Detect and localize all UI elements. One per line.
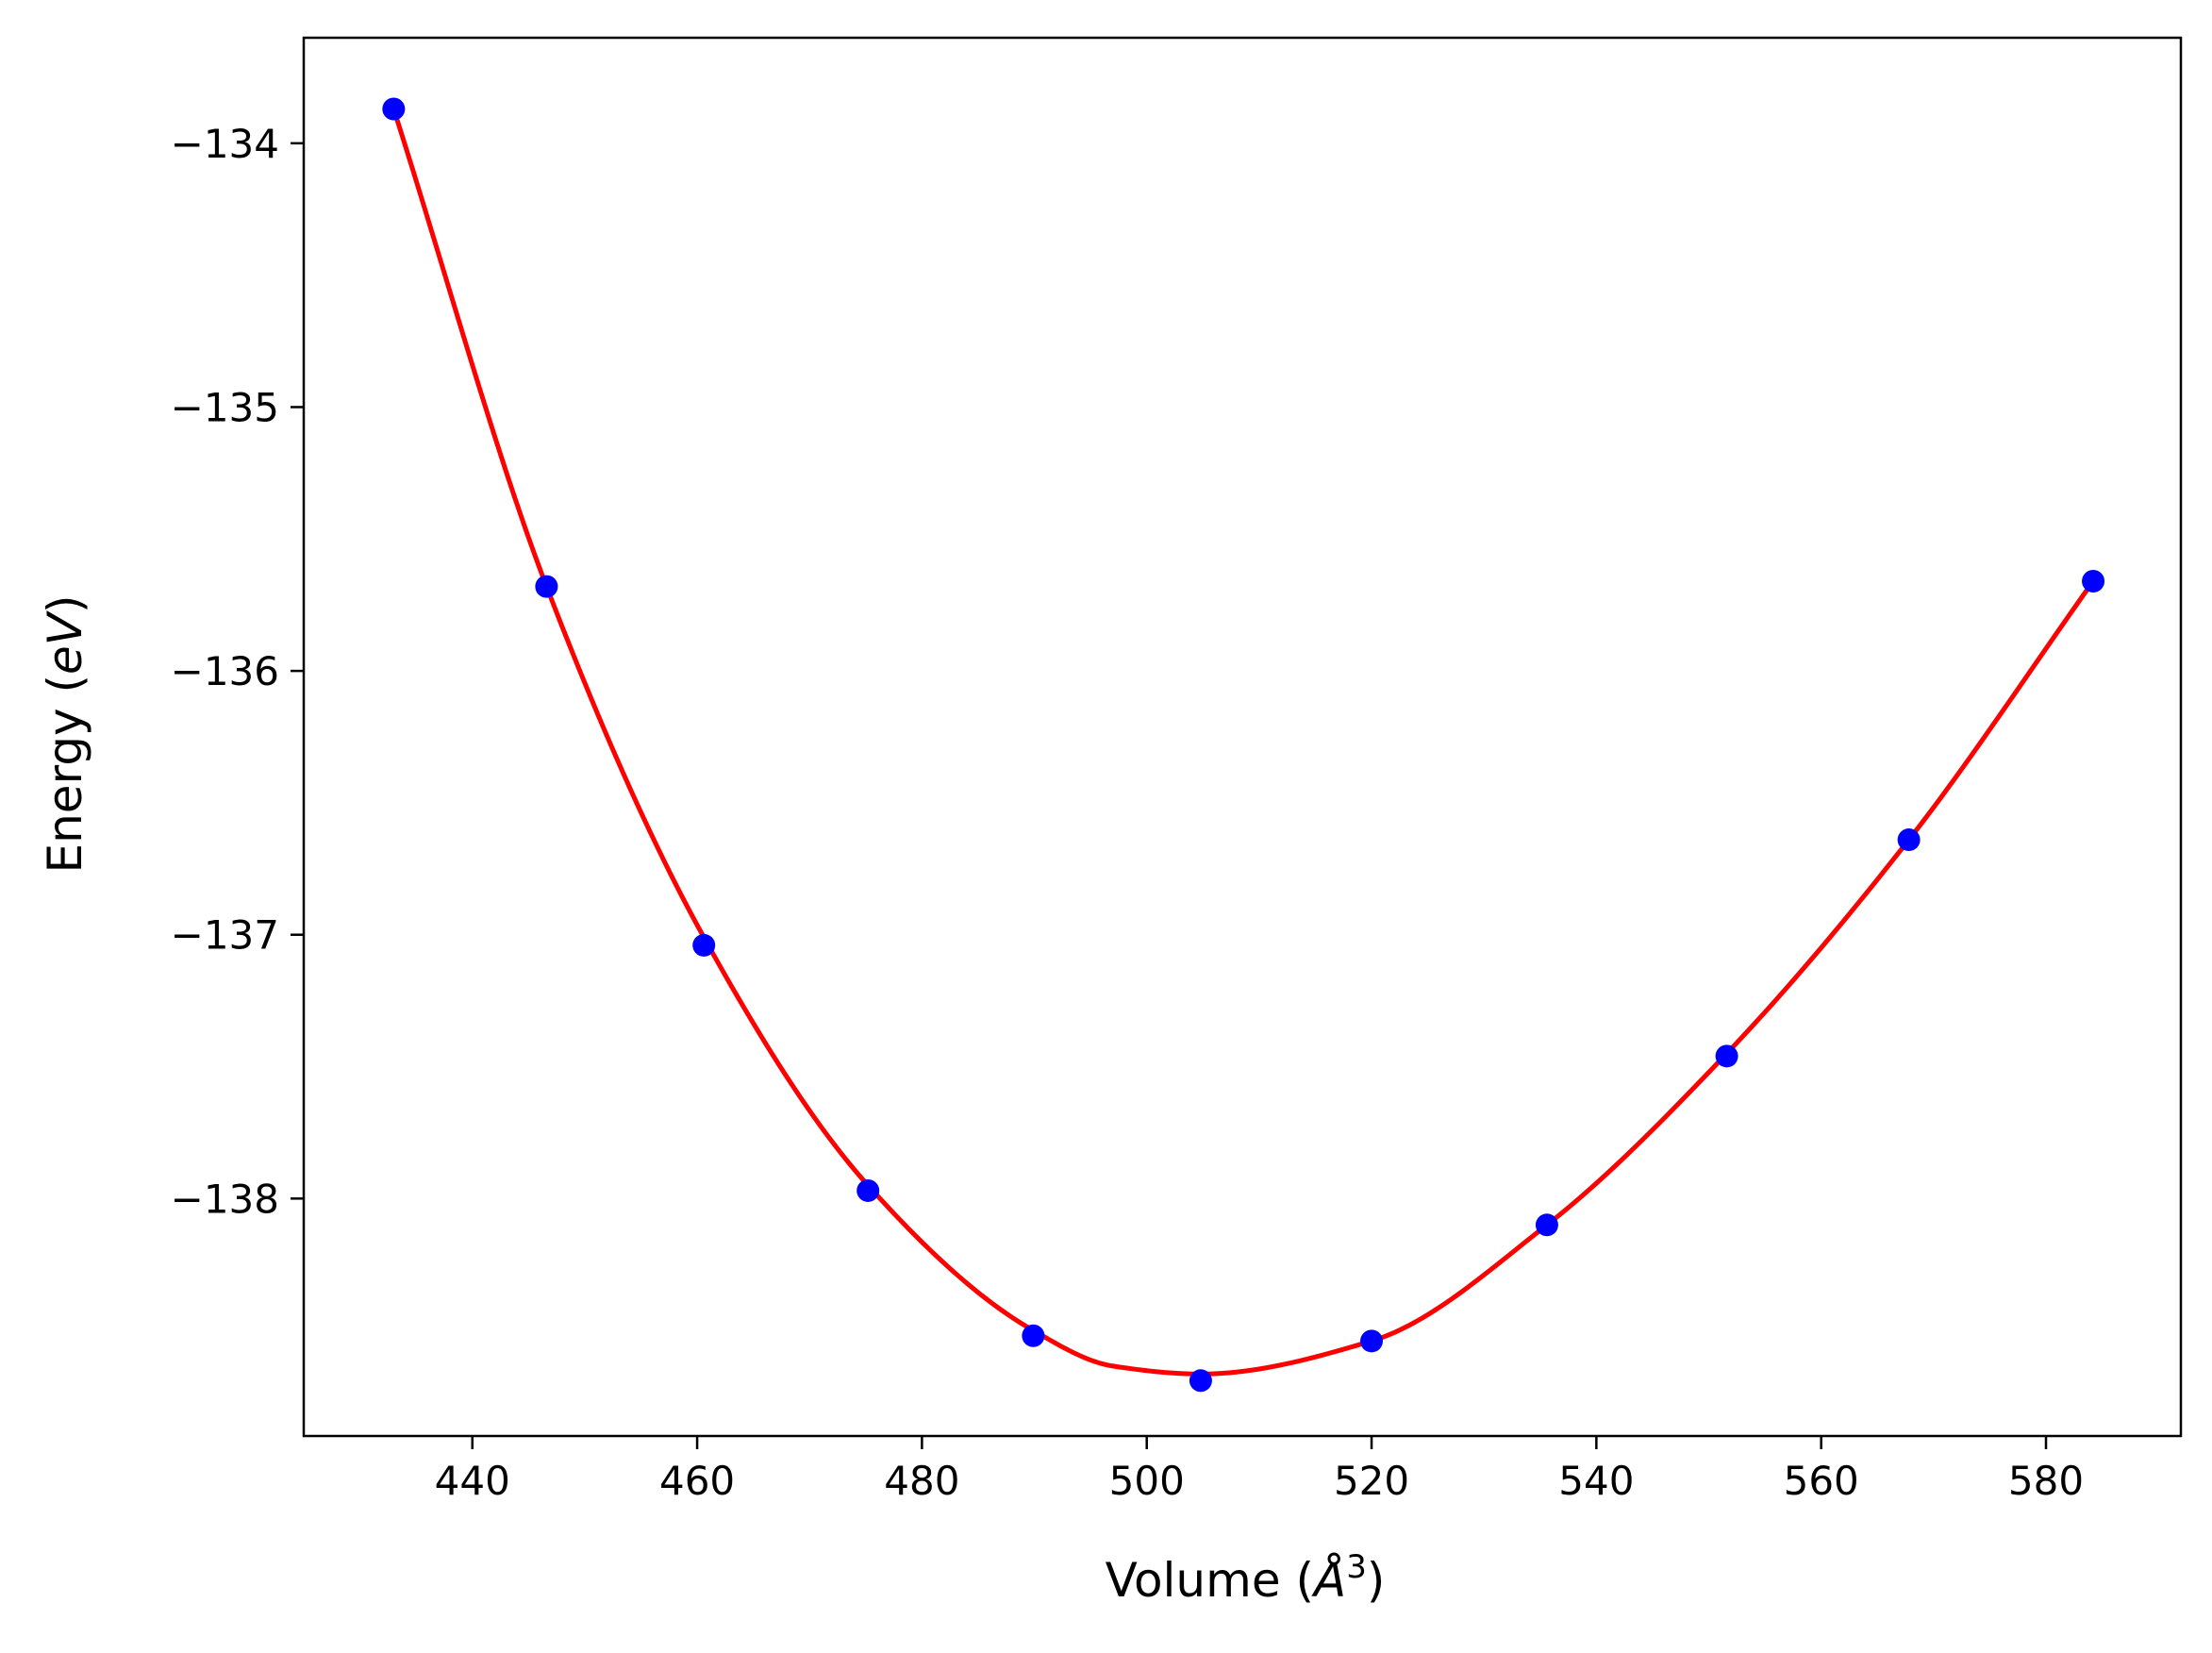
y-axis-title: Energy (eV) (38, 595, 92, 874)
x-axis-title: Volume (Å3) (1106, 1548, 1386, 1608)
x-tick-label: 460 (659, 1458, 735, 1504)
x-axis-title-main: Volume ( (1106, 1553, 1314, 1608)
data-point (382, 97, 406, 121)
data-point (1897, 828, 1921, 852)
data-point (1022, 1324, 1045, 1347)
x-tick-label: 520 (1334, 1458, 1409, 1504)
x-tick-label: 440 (435, 1458, 510, 1504)
data-point (1360, 1329, 1384, 1353)
data-point (2082, 570, 2105, 593)
y-tick-label: −134 (171, 121, 279, 167)
data-point (1189, 1369, 1212, 1393)
x-tick-label: 540 (1558, 1458, 1634, 1504)
fit-curve (391, 108, 2096, 1377)
y-tick-label: −137 (171, 912, 279, 959)
y-tick-label: −135 (171, 384, 279, 430)
data-point (692, 933, 716, 957)
x-axis-title-exponent: 3 (1346, 1548, 1367, 1586)
y-axis-title-close: ) (38, 595, 92, 614)
x-tick-label: 580 (2008, 1458, 2084, 1504)
data-point (1535, 1213, 1558, 1237)
data-point (535, 575, 558, 598)
x-axis-title-close: ) (1367, 1553, 1386, 1608)
x-tick-label: 560 (1784, 1458, 1859, 1504)
data-point (1715, 1044, 1738, 1068)
axes-frame (302, 36, 2183, 1438)
x-tick-label: 480 (884, 1458, 959, 1504)
data-point (857, 1178, 880, 1202)
y-axis-title-unit: eV (38, 609, 92, 675)
axes: 440 460 480 500 520 540 560 580 −134 −135 −136 −137… (171, 36, 2183, 1504)
plot-area (382, 97, 2105, 1393)
x-axis-title-unit: Å (1311, 1553, 1346, 1608)
x-tick-label: 500 (1109, 1458, 1185, 1504)
y-axis-title-main: Energy ( (38, 675, 92, 873)
y-tick-label: −138 (171, 1176, 279, 1222)
y-tick-label: −136 (171, 648, 279, 694)
